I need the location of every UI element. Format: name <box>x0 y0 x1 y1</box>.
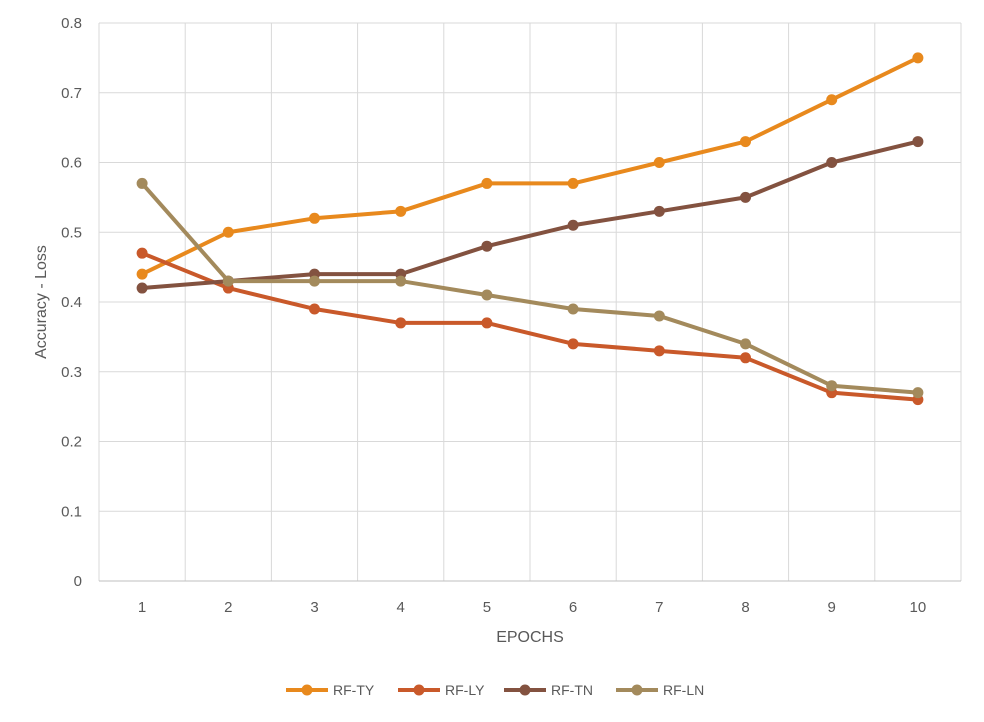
legend-label: RF-LN <box>663 682 704 698</box>
data-point <box>653 310 665 322</box>
data-point <box>826 94 838 106</box>
data-point <box>567 303 579 315</box>
x-tick-label: 1 <box>138 599 146 616</box>
y-tick-label: 0.6 <box>61 155 82 172</box>
data-point <box>912 387 924 399</box>
data-point <box>653 157 665 168</box>
x-axis-title: EPOCHS <box>496 629 564 646</box>
series-line <box>140 181 920 395</box>
y-tick-label: 0.2 <box>61 434 82 451</box>
data-point <box>136 282 148 294</box>
data-point <box>309 275 320 287</box>
data-point <box>912 136 924 148</box>
y-tick-label: 0.8 <box>61 15 82 32</box>
data-point <box>826 157 838 168</box>
legend-entry-rf-tn: RF-TN <box>504 682 593 698</box>
data-point <box>740 352 751 364</box>
data-point <box>222 275 234 287</box>
data-point <box>653 205 665 217</box>
legend-label: RF-TN <box>551 682 593 698</box>
data-point <box>309 212 320 224</box>
series-lines <box>136 52 924 406</box>
y-tick-label: 0.4 <box>61 294 82 311</box>
data-point <box>222 226 234 238</box>
data-point <box>136 247 148 259</box>
data-point <box>567 338 579 350</box>
data-point <box>309 303 320 315</box>
legend-entry-rf-ty: RF-TY <box>286 682 375 698</box>
x-tick-label: 8 <box>741 599 749 616</box>
y-tick-label: 0.1 <box>61 503 82 520</box>
data-point <box>481 177 493 189</box>
x-tick-label: 5 <box>483 599 491 616</box>
legend-marker <box>519 684 531 696</box>
data-point <box>136 268 148 280</box>
data-point <box>740 191 751 203</box>
legend-label: RF-LY <box>445 682 485 698</box>
data-point <box>481 240 493 252</box>
legend-label: RF-TY <box>333 682 375 698</box>
x-tick-label: 9 <box>828 599 836 616</box>
legend-marker <box>631 684 643 696</box>
data-point <box>395 317 407 329</box>
x-tick-label: 3 <box>310 599 318 616</box>
y-axis-title: Accuracy - Loss <box>33 245 50 359</box>
y-tick-label: 0 <box>74 573 82 590</box>
x-tick-label: 7 <box>655 599 663 616</box>
legend-entry-rf-ln: RF-LN <box>616 682 704 698</box>
series-line <box>140 251 920 402</box>
data-point <box>653 345 665 357</box>
data-point <box>481 317 493 329</box>
series-rf-ln <box>136 177 924 399</box>
data-point <box>481 289 493 301</box>
data-point <box>567 219 579 231</box>
tick-labels: 0 0.1 0.2 0.3 0.4 0.5 0.6 0.7 0.8 1 2 3 4 5 6 7 8 9 10 <box>61 15 926 616</box>
data-point <box>395 275 407 287</box>
x-tick-label: 10 <box>910 599 927 616</box>
legend-marker <box>413 684 425 696</box>
y-tick-label: 0.3 <box>61 364 82 381</box>
data-point <box>395 205 407 217</box>
data-point <box>136 177 148 189</box>
data-point <box>826 380 838 392</box>
x-tick-label: 4 <box>397 599 405 616</box>
series-line <box>140 55 920 277</box>
data-point <box>567 177 579 189</box>
y-tick-label: 0.7 <box>61 85 82 102</box>
legend-marker <box>301 684 313 696</box>
series-rf-ty <box>136 52 924 280</box>
data-point <box>912 52 924 64</box>
x-tick-label: 2 <box>224 599 232 616</box>
data-point <box>740 338 751 350</box>
data-point <box>740 136 751 148</box>
x-tick-label: 6 <box>569 599 577 616</box>
y-tick-label: 0.5 <box>61 224 82 241</box>
legend-entry-rf-ly: RF-LY <box>398 682 485 698</box>
series-line <box>140 139 920 291</box>
legend: RF-TY RF-LY RF-TN RF-LN <box>286 682 704 698</box>
